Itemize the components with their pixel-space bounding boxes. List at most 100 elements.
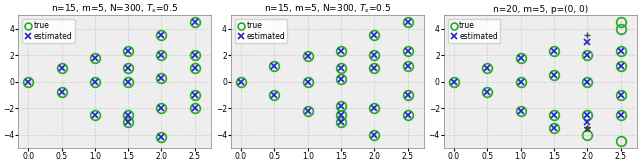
Title: n=15, m=5, N=300, $T_s$=0.5: n=15, m=5, N=300, $T_s$=0.5 [51,3,179,15]
true [304,110,312,112]
estimated [304,81,312,83]
estimated [617,65,625,67]
true [617,28,625,30]
estimated [516,81,524,83]
estimated [157,136,165,138]
estimated [371,54,378,56]
true [584,54,591,56]
estimated [304,110,312,112]
true [483,91,491,93]
true [191,107,198,109]
true [157,77,165,79]
estimated [516,110,524,112]
true [550,127,557,129]
Legend: true, estimated: true, estimated [22,19,74,43]
true [157,136,165,138]
true [337,105,345,107]
estimated [584,41,591,43]
true [584,134,591,136]
estimated [617,114,625,116]
true [584,81,591,83]
estimated [304,55,312,57]
true [191,94,198,96]
estimated [124,114,132,116]
estimated [191,54,198,56]
estimated [483,67,491,69]
estimated [337,114,345,116]
estimated [404,94,412,96]
estimated [617,50,625,52]
estimated [91,114,99,116]
estimated [124,121,132,123]
true [58,91,65,93]
true [371,54,378,56]
true [191,54,198,56]
estimated [337,50,345,52]
estimated [191,67,198,69]
true [237,81,245,83]
Line: estimated: estimated [26,19,198,140]
Line: true: true [23,17,200,142]
Line: estimated: estimated [451,39,623,131]
true [404,21,412,23]
estimated [157,54,165,56]
true [617,65,625,67]
true [124,121,132,123]
estimated [337,78,345,80]
estimated [91,57,99,59]
Line: estimated: estimated [238,19,410,138]
estimated [404,50,412,52]
true [371,67,378,69]
Line: true: true [236,17,413,140]
true [617,140,625,142]
estimated [483,91,491,93]
Line: true: true [449,17,625,146]
estimated [371,67,378,69]
estimated [584,121,591,123]
estimated [191,94,198,96]
true [617,50,625,52]
estimated [157,107,165,109]
true [584,114,591,116]
estimated [124,67,132,69]
true [483,67,491,69]
estimated [191,21,198,23]
true [550,50,557,52]
true [450,81,458,83]
true [516,110,524,112]
estimated [124,81,132,83]
true [304,55,312,57]
true [337,50,345,52]
true [550,74,557,76]
true [337,121,345,123]
true [617,114,625,116]
true [371,134,378,136]
estimated [337,121,345,123]
true [191,67,198,69]
true [91,57,99,59]
estimated [450,81,458,83]
Legend: true, estimated: true, estimated [448,19,500,43]
estimated [337,105,345,107]
true [404,65,412,67]
true [91,81,99,83]
true [24,81,32,83]
estimated [550,127,557,129]
estimated [584,81,591,83]
true [271,65,278,67]
true [304,81,312,83]
estimated [550,74,557,76]
true [337,78,345,80]
estimated [617,94,625,96]
true [157,34,165,36]
estimated [516,57,524,59]
true [271,94,278,96]
true [550,114,557,116]
estimated [191,107,198,109]
estimated [550,114,557,116]
true [404,94,412,96]
estimated [58,91,65,93]
Title: n=15, m=5, N=300, $T_s$=0.5: n=15, m=5, N=300, $T_s$=0.5 [264,3,392,15]
true [191,21,198,23]
estimated [58,67,65,69]
